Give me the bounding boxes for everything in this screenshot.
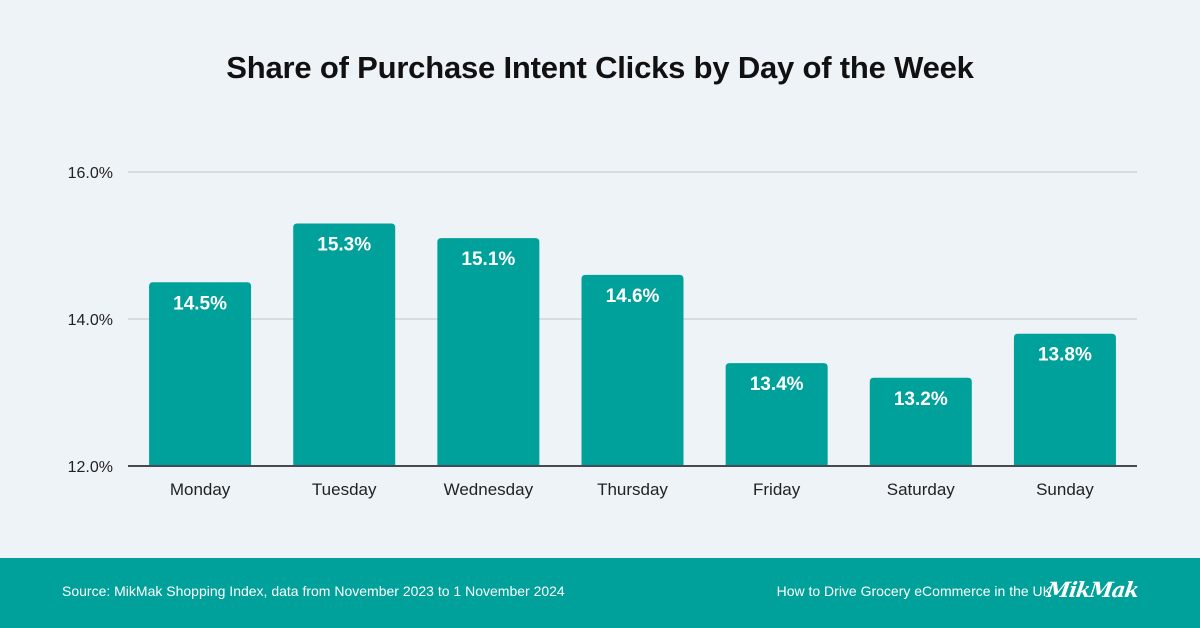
x-tick-label: Sunday: [1036, 480, 1094, 499]
x-tick-label: Thursday: [597, 480, 668, 499]
data-label: 15.3%: [317, 234, 371, 255]
x-tick-label: Tuesday: [312, 480, 377, 499]
y-tick-label: 14.0%: [68, 312, 113, 329]
data-label: 13.8%: [1038, 345, 1092, 366]
x-tick-label: Friday: [753, 480, 801, 499]
bar-monday: [149, 282, 252, 466]
bar-saturday: [869, 377, 972, 466]
source-note: Source: MikMak Shopping Index, data from…: [62, 583, 565, 599]
data-label: 13.2%: [894, 389, 948, 410]
data-label: 15.1%: [461, 249, 515, 270]
data-label: 13.4%: [750, 374, 804, 395]
x-tick-label: Saturday: [887, 480, 956, 499]
chart-title: Share of Purchase Intent Clicks by Day o…: [226, 50, 974, 85]
footer-bar: Source: MikMak Shopping Index, data from…: [0, 558, 1200, 628]
y-tick-label: 16.0%: [68, 165, 113, 182]
bar-wednesday: [437, 238, 540, 466]
bar-sunday: [1013, 333, 1116, 466]
bar-tuesday: [293, 223, 396, 466]
y-tick-label: 12.0%: [68, 459, 113, 476]
x-tick-label: Wednesday: [444, 480, 534, 499]
bar-chart: 12.0% 14.0% 16.0% 14.5% Monday 15.3% Tuesday 15…: [68, 165, 1137, 499]
data-label: 14.6%: [606, 286, 660, 307]
mikmak-logo: MikMak: [1045, 577, 1140, 602]
data-label: 14.5%: [173, 293, 227, 314]
report-title: How to Drive Grocery eCommerce in the UK: [776, 583, 1052, 599]
bar-friday: [725, 363, 828, 466]
x-tick-label: Monday: [170, 480, 231, 499]
bar-thursday: [581, 274, 684, 466]
